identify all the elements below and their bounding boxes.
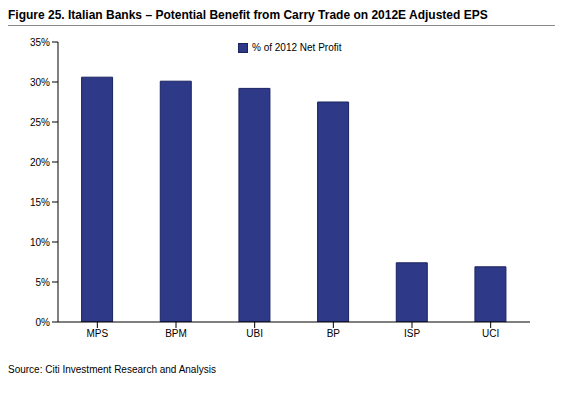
svg-text:10%: 10% bbox=[30, 237, 50, 248]
svg-text:MPS: MPS bbox=[86, 328, 108, 339]
html-text:% of 2012 Net Profit: % of 2012 Net Profit bbox=[252, 42, 342, 53]
svg-text:20%: 20% bbox=[30, 157, 50, 168]
svg-text:BP: BP bbox=[327, 328, 341, 339]
svg-text:UBI: UBI bbox=[246, 328, 263, 339]
svg-text:15%: 15% bbox=[30, 197, 50, 208]
svg-text:30%: 30% bbox=[30, 77, 50, 88]
svg-text:ISP: ISP bbox=[404, 328, 420, 339]
svg-text:0%: 0% bbox=[36, 317, 51, 328]
svg-text:5%: 5% bbox=[36, 277, 51, 288]
html-text:Source: Citi Investment Resear: Source: Citi Investment Research and Ana… bbox=[8, 364, 216, 375]
svg-text:25%: 25% bbox=[30, 117, 50, 128]
svg-text:35%: 35% bbox=[30, 37, 50, 48]
html-text:Figure 25. Italian Banks – Pot: Figure 25. Italian Banks – Potential Ben… bbox=[8, 8, 488, 22]
svg-text:BPM: BPM bbox=[165, 328, 187, 339]
svg-text:UCI: UCI bbox=[482, 328, 499, 339]
